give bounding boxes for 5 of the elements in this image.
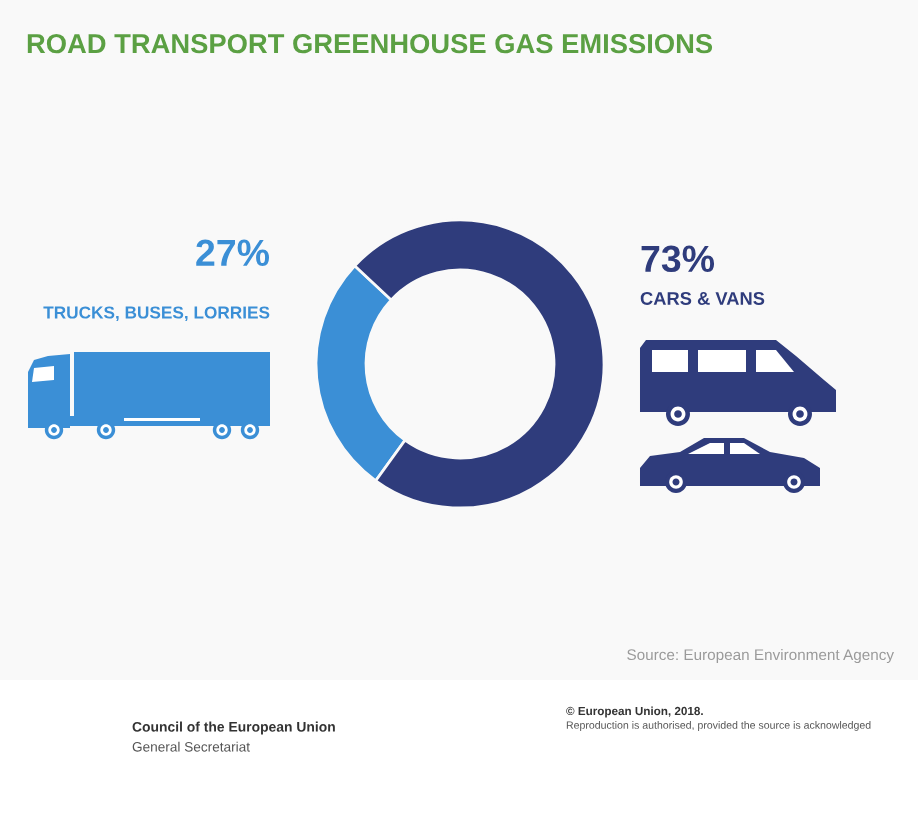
data-label: 27% [196,239,270,266]
data-label: 73% [641,245,715,273]
slice-label: CARS & VANS [640,291,765,305]
slice-label: TRUCKS, BUSES, LORRIES [43,306,270,322]
chart-title: ROAD TRANSPORT GREENHOUSE GAS EMISSIONS [27,33,713,54]
